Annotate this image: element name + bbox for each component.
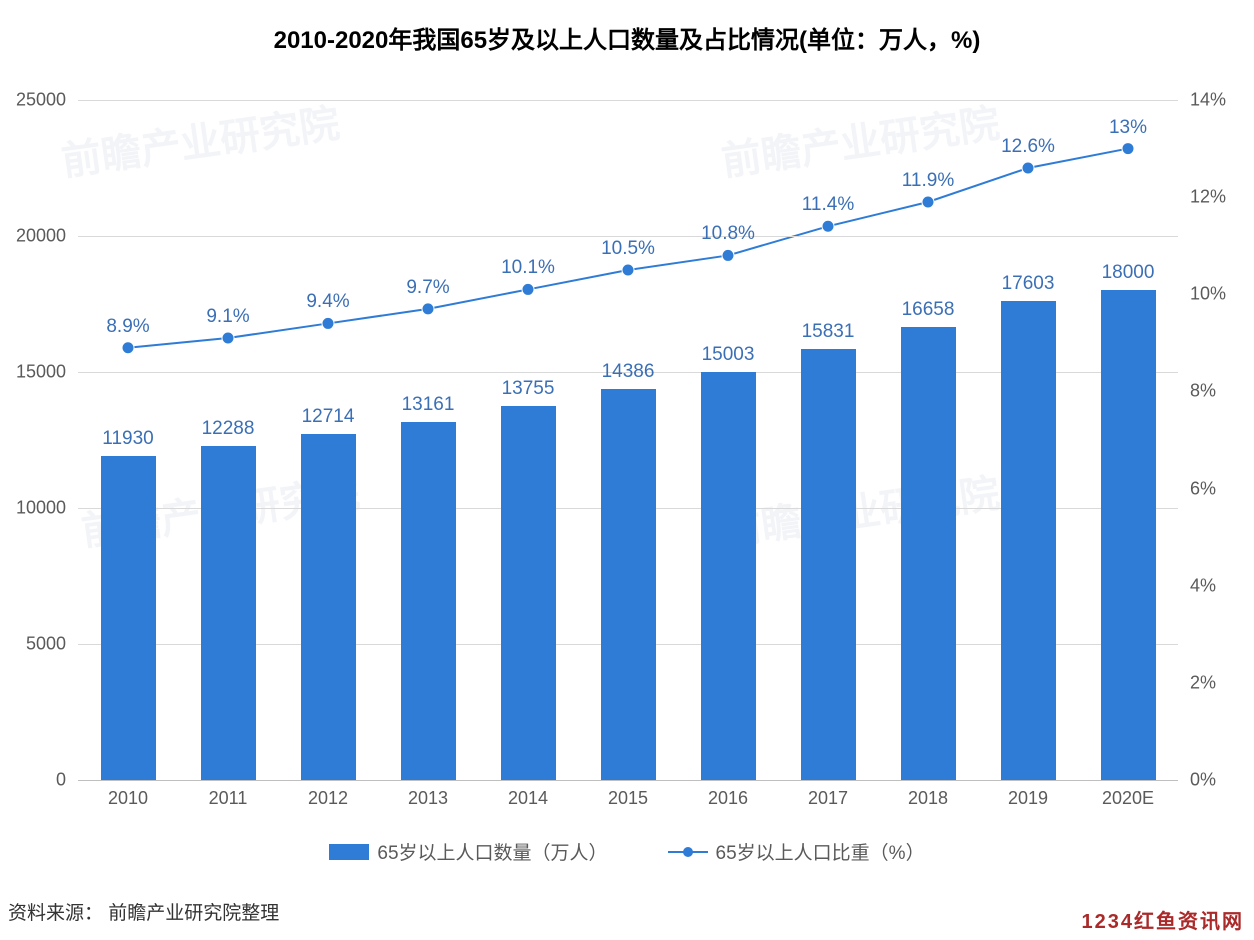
- y-right-tick: 8%: [1190, 381, 1216, 402]
- y-right-tick: 6%: [1190, 478, 1216, 499]
- line-value-label: 9.7%: [406, 277, 449, 299]
- y-left-tick: 25000: [8, 90, 66, 111]
- line-marker: [722, 249, 734, 261]
- bar: [1001, 301, 1056, 780]
- grid-line: [78, 236, 1178, 237]
- bar: [1101, 290, 1156, 780]
- bar: [301, 434, 356, 780]
- legend-swatch-line: [668, 851, 708, 853]
- line-marker: [1022, 162, 1034, 174]
- legend-item: 65岁以上人口比重（%）: [668, 838, 925, 865]
- bar-value-label: 12288: [202, 418, 255, 440]
- chart-title: 2010-2020年我国65岁及以上人口数量及占比情况(单位：万人，%): [0, 20, 1254, 55]
- line-value-label: 10.8%: [701, 223, 755, 245]
- y-right-tick: 14%: [1190, 90, 1226, 111]
- bar: [801, 349, 856, 780]
- x-tick: 2012: [308, 788, 348, 809]
- bar: [901, 327, 956, 780]
- bar: [201, 446, 256, 780]
- legend: 65岁以上人口数量（万人） 65岁以上人口比重（%）: [0, 838, 1254, 865]
- x-tick: 2016: [708, 788, 748, 809]
- bar-value-label: 15003: [702, 344, 755, 366]
- line-marker: [522, 283, 534, 295]
- bar-value-label: 12714: [302, 406, 355, 428]
- x-tick: 2017: [808, 788, 848, 809]
- line-value-label: 11.9%: [902, 170, 954, 192]
- grid-line: [78, 100, 1178, 101]
- bar-value-label: 15831: [802, 321, 855, 343]
- y-right-tick: 2%: [1190, 672, 1216, 693]
- source-label: 资料来源：: [8, 903, 103, 924]
- bar-value-label: 17603: [1002, 273, 1055, 295]
- bar-value-label: 13755: [502, 378, 555, 400]
- line-marker: [922, 196, 934, 208]
- x-tick: 2020E: [1102, 788, 1154, 809]
- x-tick: 2013: [408, 788, 448, 809]
- line-marker: [1122, 143, 1134, 155]
- source-value: 前瞻产业研究院整理: [108, 903, 279, 924]
- x-tick: 2015: [608, 788, 648, 809]
- bar: [101, 456, 156, 780]
- legend-item: 65岁以上人口数量（万人）: [329, 838, 607, 865]
- bar: [601, 389, 656, 780]
- line-value-label: 12.6%: [1001, 136, 1055, 158]
- line-value-label: 11.4%: [802, 194, 854, 216]
- y-left-tick: 20000: [8, 226, 66, 247]
- legend-label: 65岁以上人口数量（万人）: [377, 838, 607, 865]
- plot-area: 05000100001500020000250000%2%4%6%8%10%12…: [78, 100, 1178, 780]
- line-marker: [322, 317, 334, 329]
- line-marker: [422, 303, 434, 315]
- data-source: 资料来源： 前瞻产业研究院整理: [8, 898, 279, 925]
- x-tick: 2011: [209, 788, 248, 809]
- line-value-label: 10.1%: [501, 257, 555, 279]
- line-marker: [222, 332, 234, 344]
- y-right-tick: 10%: [1190, 284, 1226, 305]
- bar-value-label: 13161: [402, 394, 455, 416]
- legend-line-marker: [683, 847, 693, 857]
- y-left-tick: 0: [8, 770, 66, 791]
- x-tick: 2014: [508, 788, 548, 809]
- y-left-tick: 10000: [8, 498, 66, 519]
- bar: [401, 422, 456, 780]
- grid-line: [78, 780, 1178, 781]
- x-tick: 2010: [108, 788, 148, 809]
- footer-watermark: 1234红鱼资讯网: [1082, 905, 1245, 934]
- line-value-label: 9.4%: [306, 291, 349, 313]
- bar: [701, 372, 756, 780]
- line-marker: [622, 264, 634, 276]
- line-marker: [822, 220, 834, 232]
- x-tick: 2018: [908, 788, 948, 809]
- line-value-label: 9.1%: [206, 306, 249, 328]
- bar-value-label: 16658: [902, 299, 955, 321]
- line-value-label: 8.9%: [106, 316, 149, 338]
- line-value-label: 10.5%: [601, 238, 655, 260]
- bar: [501, 406, 556, 780]
- bar-value-label: 14386: [602, 361, 655, 383]
- y-right-tick: 12%: [1190, 187, 1226, 208]
- chart-container: 前瞻产业研究院 前瞻产业研究院 前瞻产业研究院 前瞻产业研究院 2010-202…: [0, 0, 1254, 940]
- legend-label: 65岁以上人口比重（%）: [716, 838, 925, 865]
- line-marker: [122, 342, 134, 354]
- legend-swatch-bar: [329, 844, 369, 860]
- y-left-tick: 15000: [8, 362, 66, 383]
- y-right-tick: 4%: [1190, 575, 1216, 596]
- bar-value-label: 18000: [1102, 262, 1155, 284]
- x-tick: 2019: [1008, 788, 1048, 809]
- y-right-tick: 0%: [1190, 770, 1216, 791]
- line-value-label: 13%: [1109, 117, 1147, 139]
- y-left-tick: 5000: [8, 634, 66, 655]
- bar-value-label: 11930: [102, 428, 153, 450]
